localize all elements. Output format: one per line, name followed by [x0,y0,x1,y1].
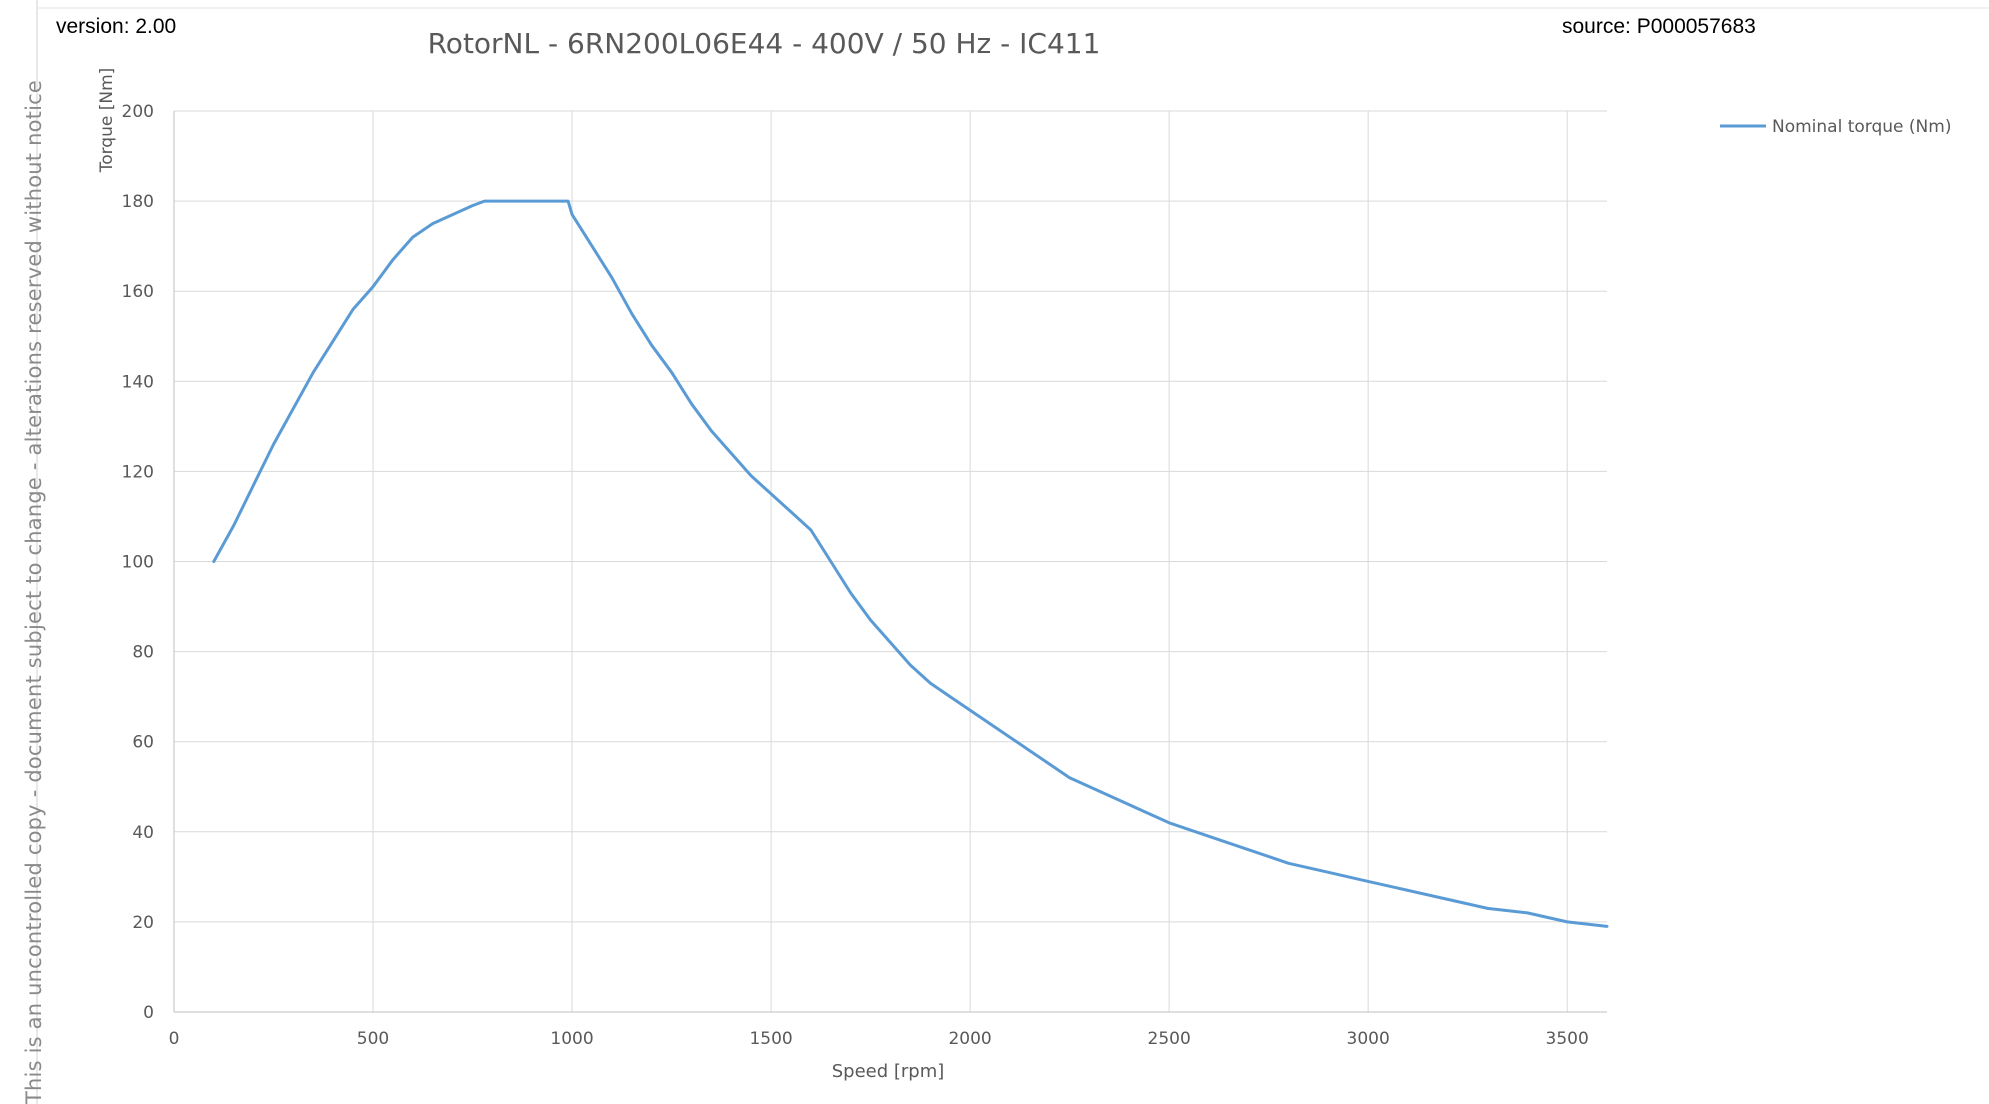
series-line-nominal-torque [212,199,1609,928]
y-tick-label: 180 [122,192,154,212]
uncontrolled-copy-notice: This is an uncontrolled copy - document … [22,80,46,1104]
y-tick-label: 60 [132,733,154,753]
legend-label: Nominal torque (Nm) [1772,117,1951,137]
y-tick-label: 200 [122,102,154,122]
x-tick-label: 3000 [1347,1029,1390,1049]
x-axis-label: Speed [rpm] [832,1061,945,1082]
x-tick-label: 1500 [749,1029,792,1049]
x-tick-label: 2000 [948,1029,991,1049]
y-axis-label: Torque [Nm] [97,68,117,174]
y-tick-label: 100 [122,553,154,573]
y-tick-label: 120 [122,462,154,482]
y-tick-label: 40 [132,823,154,843]
y-tick-label: 80 [132,643,154,663]
chart-title: RotorNL - 6RN200L06E44 - 400V / 50 Hz - … [428,27,1101,60]
x-tick-label: 3500 [1546,1029,1589,1049]
y-tick-label: 160 [122,282,154,302]
source-label: source: P000057683 [1562,15,1756,38]
version-label: version: 2.00 [56,15,176,38]
legend: Nominal torque (Nm) [1720,117,1951,137]
y-tick-label: 140 [122,372,154,392]
x-tick-label: 2500 [1148,1029,1191,1049]
y-tick-label: 20 [132,913,154,933]
series-layer [212,199,1609,928]
grid-layer [173,110,1607,1013]
x-tick-label: 0 [169,1029,180,1049]
x-tick-label: 500 [357,1029,389,1049]
x-tick-label: 1000 [550,1029,593,1049]
y-tick-label: 0 [143,1003,154,1023]
